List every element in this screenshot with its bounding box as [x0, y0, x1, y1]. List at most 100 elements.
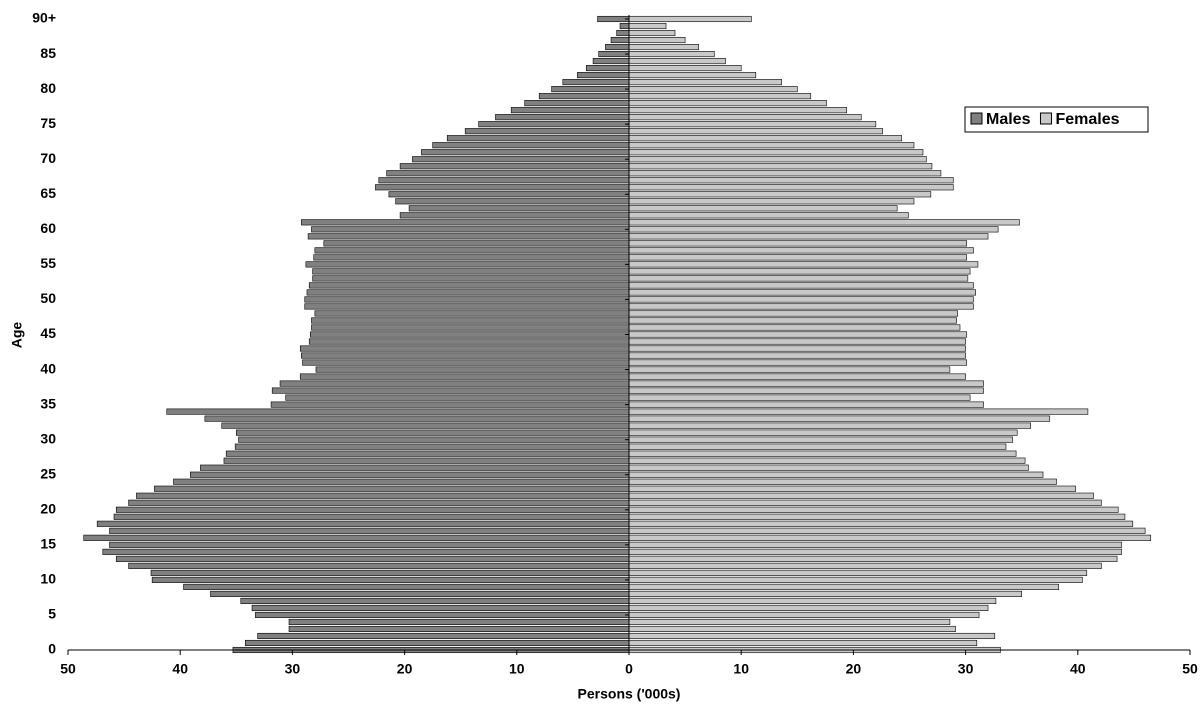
bar	[628, 289, 976, 296]
bar	[628, 520, 1134, 527]
bar	[271, 387, 630, 394]
bar	[628, 338, 966, 345]
bar	[310, 331, 630, 338]
bar	[628, 233, 989, 240]
bar	[628, 541, 1122, 548]
bar	[524, 100, 630, 107]
bar	[109, 527, 630, 534]
bar	[598, 51, 630, 58]
bar	[628, 247, 974, 254]
x-axis-label: Persons ('000s)	[578, 686, 681, 702]
bar	[628, 352, 966, 359]
bar	[628, 569, 1088, 576]
bar	[314, 310, 630, 317]
x-tick-label: 30	[285, 661, 301, 677]
bar	[628, 149, 924, 156]
x-tick-label: 0	[625, 661, 633, 677]
bar	[204, 415, 630, 422]
y-tick-label: 0	[48, 641, 56, 657]
bar	[628, 422, 1031, 429]
bar	[305, 261, 630, 268]
bar	[301, 219, 630, 226]
bar	[225, 450, 630, 457]
x-tick-label: 30	[958, 661, 974, 677]
bar	[628, 436, 1014, 443]
bar	[628, 429, 1018, 436]
bar	[464, 128, 630, 135]
bar	[628, 205, 898, 212]
bar	[136, 492, 630, 499]
bar	[399, 212, 630, 219]
bar	[236, 429, 630, 436]
bar	[628, 450, 1017, 457]
bar	[628, 604, 989, 611]
bar	[285, 394, 630, 401]
x-tick-label: 10	[733, 661, 749, 677]
y-tick-label: 75	[40, 115, 56, 131]
bar	[628, 597, 997, 604]
bar	[628, 527, 1146, 534]
bar	[628, 471, 1044, 478]
y-tick-label: 15	[40, 536, 56, 552]
y-tick-label: 55	[40, 255, 56, 271]
bar	[592, 58, 630, 65]
bar	[628, 345, 966, 352]
bar	[312, 268, 630, 275]
bar	[128, 499, 630, 506]
bar	[478, 121, 630, 128]
bar	[628, 212, 909, 219]
bar	[628, 296, 974, 303]
y-tick-label: 35	[40, 395, 56, 411]
bar	[313, 254, 630, 261]
bar	[408, 205, 630, 212]
bar	[628, 380, 984, 387]
bar	[109, 541, 630, 548]
x-tick-label: 20	[846, 661, 862, 677]
bar	[307, 233, 630, 240]
bar	[628, 261, 979, 268]
bar	[628, 219, 1020, 226]
legend-label: Females	[1055, 111, 1119, 128]
bar	[628, 548, 1122, 555]
bar	[200, 464, 630, 471]
bar	[628, 534, 1152, 541]
bar	[210, 590, 630, 597]
bar	[628, 275, 969, 282]
bar	[628, 79, 782, 86]
bar	[288, 625, 630, 633]
bar	[386, 170, 630, 177]
bar	[238, 436, 630, 443]
bar	[628, 86, 798, 93]
bar	[538, 93, 630, 100]
bar	[628, 65, 742, 72]
bar	[628, 464, 1029, 471]
bar	[166, 408, 630, 415]
x-tick-label: 50	[60, 661, 76, 677]
bar	[562, 79, 630, 86]
bar	[628, 58, 726, 65]
bar	[628, 170, 942, 177]
y-tick-label: 45	[40, 325, 56, 341]
bar	[395, 198, 630, 205]
bar	[96, 520, 630, 527]
bar	[628, 576, 1083, 583]
bar	[251, 604, 630, 611]
bar	[628, 415, 1051, 422]
bar	[628, 394, 971, 401]
bar	[223, 457, 630, 464]
bar	[619, 22, 630, 30]
bar	[314, 247, 630, 254]
y-tick-label: 25	[40, 465, 56, 481]
bar	[628, 639, 978, 647]
bar	[628, 156, 927, 163]
bar	[495, 114, 630, 121]
bar	[628, 107, 847, 114]
bar	[375, 184, 630, 191]
bar	[628, 142, 915, 149]
y-tick-label: 5	[48, 606, 56, 622]
bar	[388, 191, 630, 198]
x-tick-label: 50	[1182, 661, 1198, 677]
bar	[628, 408, 1089, 415]
bar	[189, 471, 630, 478]
bar	[628, 562, 1102, 569]
